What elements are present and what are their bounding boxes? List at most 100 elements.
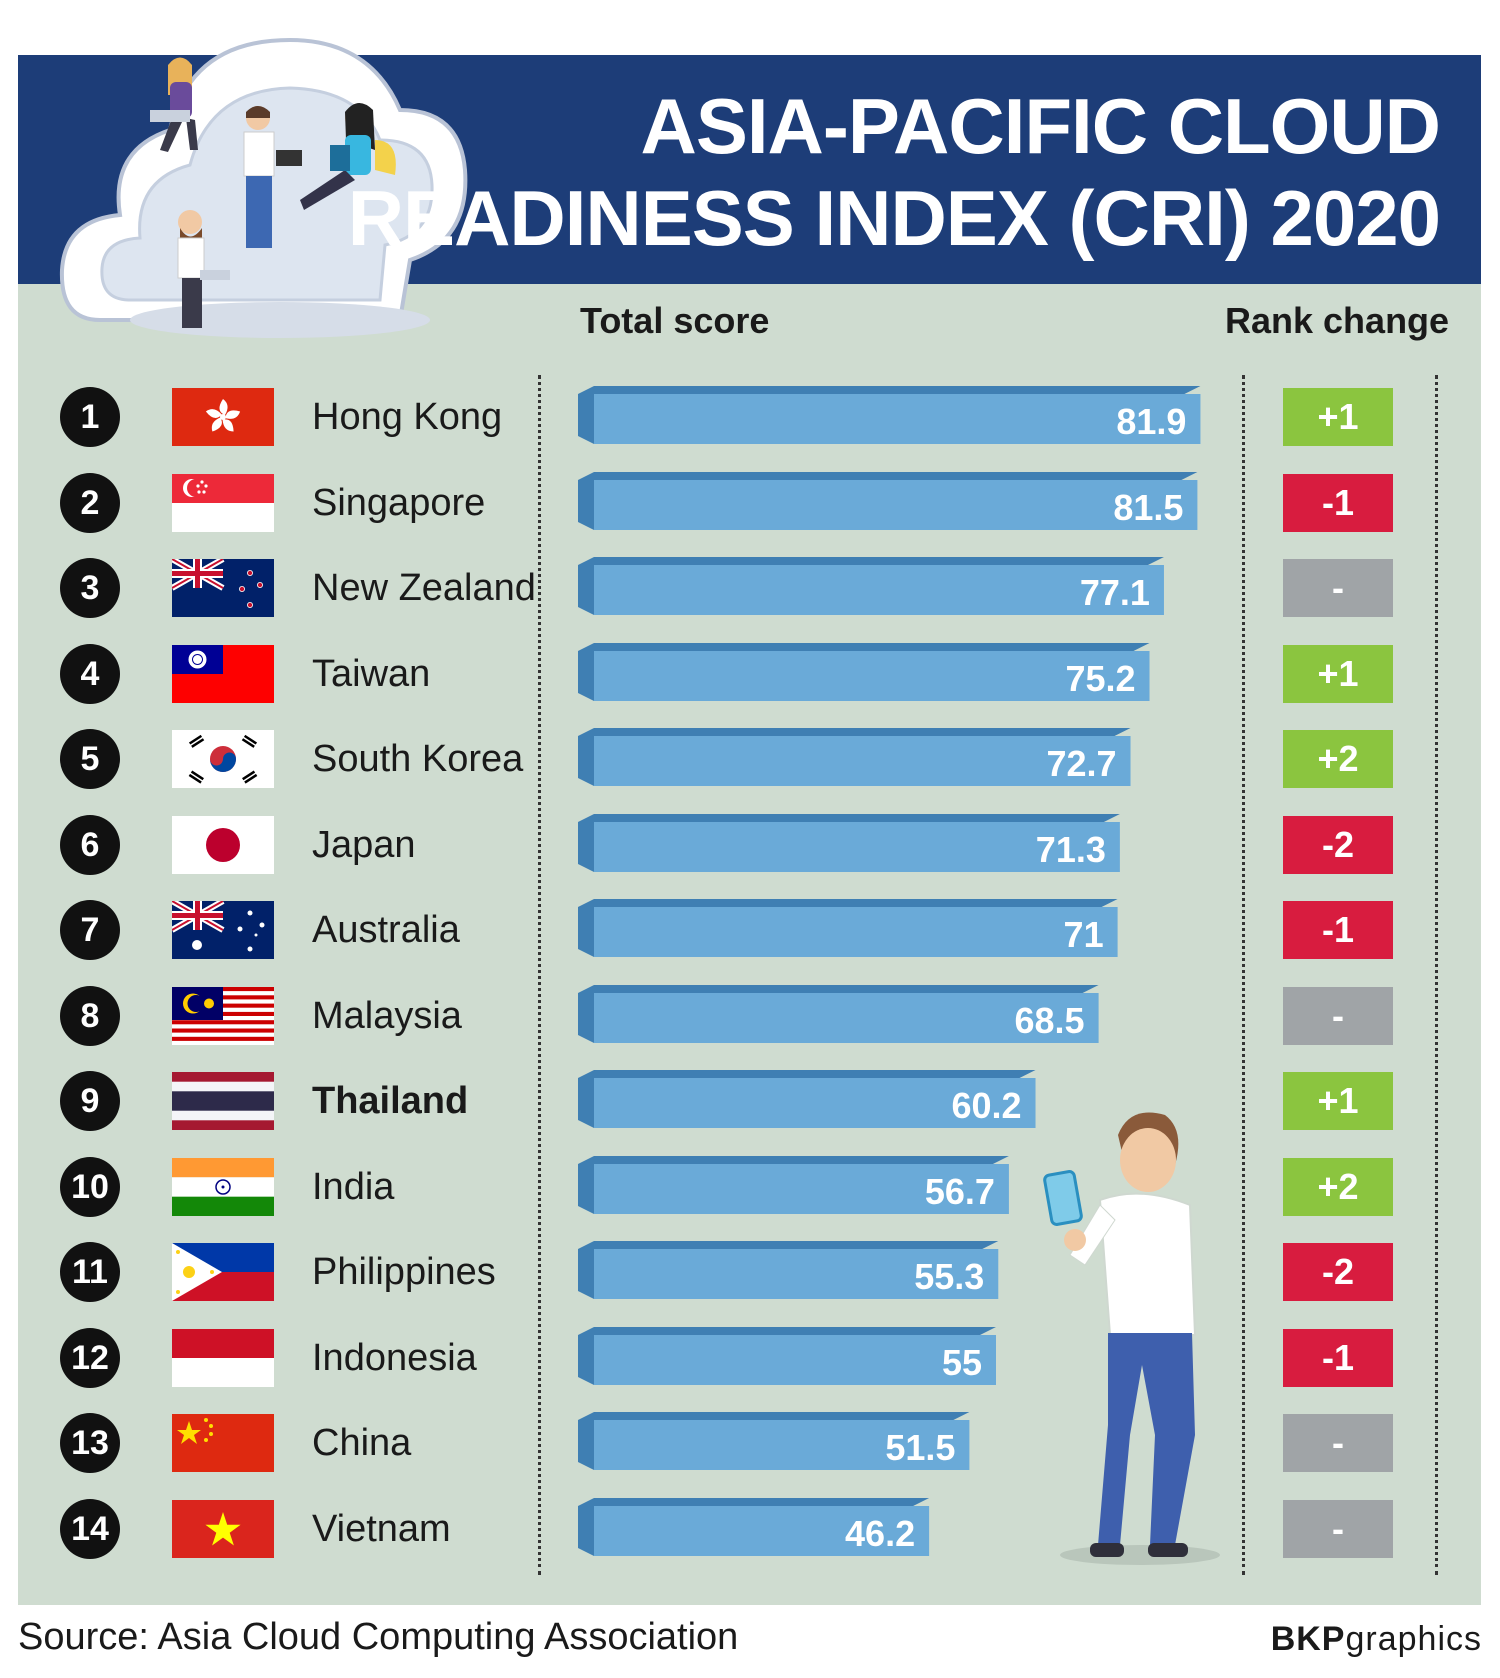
score-bar	[578, 813, 1120, 872]
total-score-header: Total score	[580, 300, 770, 341]
bar-face	[594, 1505, 930, 1556]
source-note: Source: Asia Cloud Computing Association	[18, 1616, 739, 1658]
bar-face	[594, 565, 1164, 615]
bar-face	[594, 736, 1131, 786]
bar-side	[578, 471, 1198, 530]
divider-left	[538, 375, 541, 1575]
person-with-phone-illustration-icon	[1043, 1112, 1220, 1565]
rank-change-badge: +2	[1283, 730, 1393, 788]
bar-value-label: 60.2	[951, 1085, 1022, 1126]
rank-change-badge: -	[1283, 986, 1393, 1045]
rank-change-badge: +1	[1283, 644, 1393, 703]
hong-kong-flag-icon	[172, 388, 274, 446]
rank-change-badge: -	[1283, 1499, 1393, 1558]
bar-face	[594, 650, 1150, 701]
score-bar	[578, 1497, 930, 1556]
credit-bold: BKP	[1270, 1620, 1346, 1658]
taiwan-flag-icon	[172, 644, 274, 703]
cloud-people-illustration-icon	[59, 37, 468, 338]
bar-value-label: 46.2	[845, 1512, 916, 1554]
score-bar	[578, 899, 1118, 957]
rank-badge: 2	[60, 472, 120, 533]
rank-badge: 12	[60, 1327, 120, 1388]
rank-badge: 13	[60, 1413, 120, 1473]
bar-value-label: 51.5	[885, 1427, 956, 1468]
malaysia-flag-icon	[172, 986, 274, 1045]
bar-side	[578, 813, 1120, 872]
bar-value-label: 77.1	[1079, 572, 1150, 613]
rank-change-badge: -	[1283, 559, 1393, 617]
country-label: Hong Kong	[312, 396, 503, 438]
bar-side	[578, 1155, 1009, 1214]
title-line-1: ASIA-PACIFIC CLOUD	[640, 82, 1441, 170]
score-bar	[578, 1412, 970, 1470]
divider-right	[1435, 375, 1438, 1575]
rank-badge: 4	[60, 643, 120, 704]
new-zealand-flag-icon	[172, 559, 274, 617]
japan-flag-icon	[172, 815, 274, 874]
bar-face	[594, 479, 1198, 530]
rank-badge: 5	[60, 729, 120, 789]
bar-value-label: 81.5	[1113, 486, 1184, 528]
rank-change-badge: -1	[1283, 1328, 1393, 1387]
rank-change-badge: +1	[1283, 388, 1393, 446]
country-label: China	[312, 1422, 412, 1464]
country-label: Vietnam	[312, 1507, 451, 1550]
bar-side	[578, 728, 1131, 786]
bar-face	[594, 394, 1201, 444]
bar-side	[578, 557, 1164, 615]
score-bar	[578, 728, 1131, 786]
country-label: Philippines	[312, 1251, 496, 1293]
bar-side	[578, 984, 1099, 1043]
country-label: Indonesia	[312, 1336, 477, 1379]
bar-side	[578, 1070, 1036, 1128]
singapore-flag-icon	[172, 473, 274, 532]
rank-badge: 10	[60, 1156, 120, 1217]
score-bar	[578, 557, 1164, 615]
rank-badge: 3	[60, 558, 120, 618]
bar-side	[578, 642, 1150, 701]
china-flag-icon	[172, 1414, 274, 1472]
score-bar	[578, 1326, 996, 1385]
bar-value-label: 75.2	[1065, 657, 1136, 699]
rank-change-badge: -2	[1283, 1243, 1393, 1301]
rank-badge: 1	[60, 387, 120, 447]
rank-change-badge: -1	[1283, 473, 1393, 532]
bar-value-label: 71.3	[1035, 828, 1106, 870]
indonesia-flag-icon	[172, 1328, 274, 1387]
country-label: Japan	[312, 823, 416, 866]
score-bar	[578, 1155, 1009, 1214]
score-bar	[578, 386, 1201, 444]
divider-middle	[1242, 375, 1245, 1575]
bar-face	[594, 821, 1120, 872]
country-label: South Korea	[312, 738, 524, 780]
country-label: New Zealand	[312, 567, 536, 609]
score-bar	[578, 1070, 1036, 1128]
bar-value-label: 71	[1063, 914, 1104, 955]
score-bar	[578, 984, 1099, 1043]
bar-face	[594, 992, 1099, 1043]
score-bar	[578, 471, 1198, 530]
bar-value-label: 55.3	[914, 1256, 985, 1297]
bar-face	[594, 1078, 1036, 1128]
bar-side	[578, 386, 1201, 444]
bar-value-label: 56.7	[924, 1170, 995, 1212]
chart-title: ASIA-PACIFIC CLOUD READINESS INDEX (CRI)…	[340, 80, 1441, 264]
rank-badge: 14	[60, 1498, 120, 1559]
bar-face	[594, 907, 1118, 957]
credit-rest: graphics	[1345, 1620, 1482, 1658]
bar-side	[578, 1326, 996, 1385]
rank-change-badge: +1	[1283, 1072, 1393, 1130]
score-bar	[578, 1241, 999, 1299]
vietnam-flag-icon	[172, 1499, 274, 1558]
bar-value-label: 72.7	[1046, 743, 1117, 784]
rank-change-badge: +2	[1283, 1157, 1393, 1216]
bar-side	[578, 1241, 999, 1299]
rank-badge: 7	[60, 900, 120, 960]
south-korea-flag-icon	[172, 730, 274, 788]
bar-side	[578, 1497, 930, 1556]
bar-value-label: 81.9	[1116, 401, 1187, 442]
rank-badge: 11	[60, 1242, 120, 1302]
thailand-flag-icon	[172, 1072, 274, 1130]
